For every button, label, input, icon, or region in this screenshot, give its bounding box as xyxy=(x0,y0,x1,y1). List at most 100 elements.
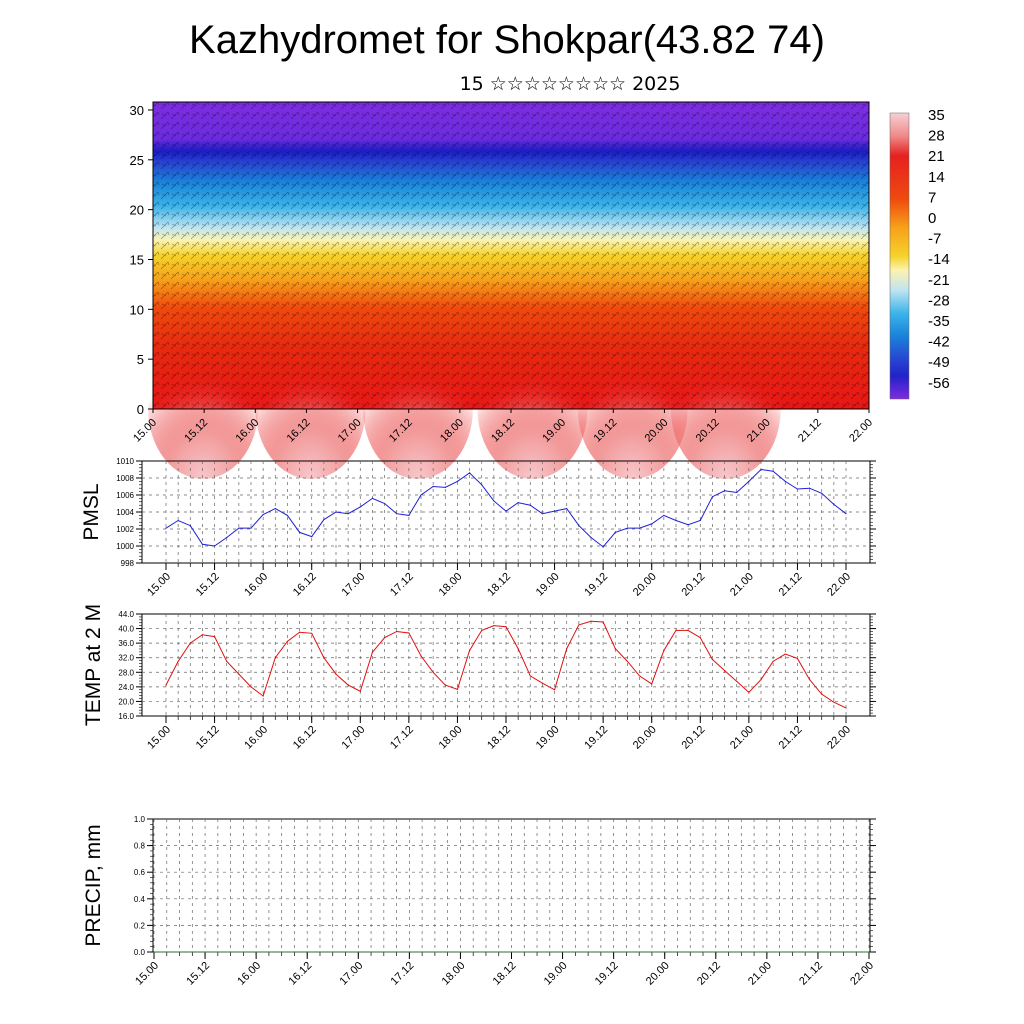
ytick-label: 24.0 xyxy=(118,683,134,692)
xtick-label: 19.00 xyxy=(542,960,570,988)
series-point xyxy=(736,680,738,682)
colorbar-label: -56 xyxy=(928,375,950,392)
chart-title: Kazhydromet for Shokpar(43.82 74) xyxy=(189,18,825,62)
series-point xyxy=(191,951,193,953)
series-point xyxy=(626,527,629,529)
series-point xyxy=(189,525,191,527)
series-point xyxy=(230,951,232,953)
series-point xyxy=(432,485,434,488)
series-point xyxy=(255,951,257,953)
xtick-label: 16.12 xyxy=(291,724,319,752)
series-point xyxy=(298,531,301,534)
series-point xyxy=(638,951,640,953)
series-point xyxy=(493,500,495,502)
colorbar-label: 14 xyxy=(928,169,945,186)
xtick-label: 15.00 xyxy=(145,724,173,752)
series-point xyxy=(715,951,717,953)
series-point xyxy=(566,648,568,650)
series-point xyxy=(740,951,742,953)
series-point xyxy=(711,658,714,661)
series-point xyxy=(238,673,240,675)
series-point xyxy=(371,497,374,499)
series-point xyxy=(808,678,811,681)
ytick-label: 0.0 xyxy=(134,948,146,957)
series-point xyxy=(335,673,337,675)
colorbar-label: -21 xyxy=(928,272,950,289)
series-point xyxy=(821,492,823,494)
ytick-label: 1.0 xyxy=(134,815,146,824)
series-point xyxy=(472,951,474,953)
xtick-label: 17.00 xyxy=(337,960,365,988)
series-point xyxy=(748,480,750,482)
ytick-label: 998 xyxy=(121,559,135,568)
xtick-label: 18.00 xyxy=(437,724,465,752)
xtick-label: 16.12 xyxy=(286,960,314,988)
series-point xyxy=(359,506,361,508)
series-point xyxy=(614,531,616,534)
series-point xyxy=(830,951,832,953)
series-point xyxy=(638,527,641,529)
series-point xyxy=(383,637,386,639)
series-point xyxy=(796,488,799,490)
series-point xyxy=(796,657,799,660)
series-point xyxy=(663,649,665,652)
series-point xyxy=(779,951,781,953)
series-point xyxy=(189,642,191,644)
series-point xyxy=(485,951,487,953)
series-points xyxy=(165,620,847,709)
series-point xyxy=(347,684,349,686)
series-point xyxy=(675,519,677,522)
series-point xyxy=(238,527,240,529)
series-point xyxy=(699,637,701,639)
series-point xyxy=(319,951,321,953)
series-point xyxy=(578,525,580,527)
series-point xyxy=(821,693,823,695)
ytick-label: 0.4 xyxy=(134,895,146,904)
xtick-label: 21.12 xyxy=(797,960,825,988)
series-points xyxy=(165,468,847,548)
xtick-label: 22.00 xyxy=(825,724,853,752)
series-point xyxy=(587,951,589,953)
series-point xyxy=(561,951,564,953)
series-point xyxy=(217,951,219,953)
xtick-label: 16.12 xyxy=(291,571,319,599)
ytick-label: 44.0 xyxy=(118,610,134,619)
series-point xyxy=(736,491,738,494)
series-point xyxy=(664,951,666,953)
xtick-label: 15.12 xyxy=(194,724,222,752)
series-point xyxy=(286,514,289,517)
series-point xyxy=(344,951,347,953)
colorbar-label: 21 xyxy=(928,148,945,165)
series-point xyxy=(262,695,264,697)
series-point xyxy=(833,503,835,505)
series-point xyxy=(213,545,216,547)
series-point xyxy=(166,951,168,953)
xtick-label: 19.12 xyxy=(582,571,610,599)
ytick-label: 1008 xyxy=(116,474,134,483)
series-point xyxy=(293,951,296,953)
series-point xyxy=(177,519,179,522)
series-point xyxy=(529,675,531,677)
colorbar-label: -42 xyxy=(928,334,950,351)
ytick-label: 36.0 xyxy=(118,639,134,648)
series-point xyxy=(753,951,755,953)
series-point xyxy=(536,951,538,953)
ytick-label: 1002 xyxy=(116,525,134,534)
series-point xyxy=(687,524,689,526)
series-point xyxy=(523,951,525,953)
xsec-ytick-label: 25 xyxy=(130,153,144,168)
xtick-label: 15.00 xyxy=(145,571,173,599)
xtick-label: 15.12 xyxy=(194,571,222,599)
xtick-label: 18.00 xyxy=(437,571,465,599)
xsec-xtick-label: 21.12 xyxy=(796,417,824,445)
series-point xyxy=(468,649,471,652)
xtick-label: 17.12 xyxy=(388,571,416,599)
series-point xyxy=(855,951,857,953)
colorbar-label: -14 xyxy=(928,251,950,268)
colorbar-label: -28 xyxy=(928,292,950,309)
series-point xyxy=(456,688,459,691)
series-point xyxy=(396,630,398,633)
series-point xyxy=(689,951,691,953)
series-point xyxy=(772,470,774,472)
series-point xyxy=(723,669,726,672)
